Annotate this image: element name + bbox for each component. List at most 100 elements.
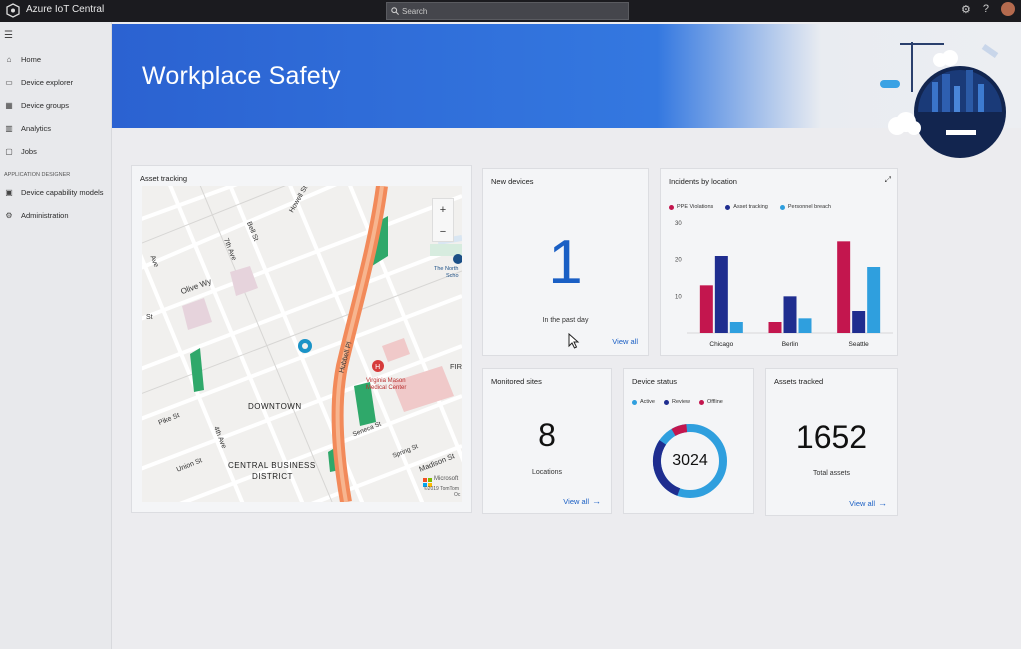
- help-icon[interactable]: ?: [982, 3, 989, 15]
- search-icon: [391, 7, 399, 15]
- bar[interactable]: [714, 256, 728, 333]
- map-label-st: St: [146, 314, 153, 321]
- sidebar-section-label: APPLICATION DESIGNER: [4, 172, 71, 178]
- bar[interactable]: [837, 241, 851, 333]
- incidents-tile: Incidents by location ⤢ PPE Violations A…: [660, 168, 898, 356]
- x-tick-label: Seattle: [849, 341, 870, 348]
- sidebar: ☰ ⌂ Home ▭ Device explorer ▦ Device grou…: [0, 22, 112, 649]
- sidebar-item-device-groups[interactable]: ▦ Device groups: [0, 94, 112, 117]
- new-devices-view-all-link[interactable]: View all: [612, 337, 638, 346]
- legend-item: Active: [632, 399, 655, 405]
- map-label-downtown: DOWNTOWN: [248, 402, 302, 411]
- y-tick-label: 30: [675, 221, 682, 227]
- bar[interactable]: [852, 311, 866, 333]
- sidebar-item-jobs[interactable]: ▢ Jobs: [0, 140, 112, 163]
- legend-item: Offline: [699, 399, 723, 405]
- monitored-sites-value: 8: [538, 417, 556, 453]
- sidebar-item-label: Home: [21, 55, 42, 64]
- avatar[interactable]: [1001, 2, 1015, 16]
- legend-label: Personnel breach: [787, 204, 831, 210]
- search-placeholder: Search: [402, 6, 428, 16]
- assets-tracked-caption: Total assets: [813, 470, 850, 477]
- map-label-cbd-2: DISTRICT: [252, 472, 293, 481]
- bar[interactable]: [783, 296, 797, 333]
- y-tick-label: 10: [675, 294, 682, 300]
- legend-swatch: [669, 204, 674, 210]
- arrow-right-icon: →: [592, 496, 601, 506]
- jobs-icon: ▢: [5, 147, 13, 156]
- map-canvas: H: [142, 186, 462, 502]
- map-copyright: ©2019 TomTom: [424, 486, 459, 492]
- legend-swatch: [725, 204, 731, 210]
- hamburger-menu-icon[interactable]: ☰: [4, 30, 13, 41]
- map-label-scho: Scho: [446, 273, 459, 279]
- legend-item: Review: [663, 399, 691, 405]
- sidebar-item-home[interactable]: ⌂ Home: [0, 48, 112, 71]
- monitored-sites-caption: Locations: [532, 469, 562, 476]
- search-input[interactable]: Search: [386, 2, 629, 20]
- bar[interactable]: [768, 322, 782, 333]
- legend-swatch: [779, 204, 785, 210]
- device-status-tile: Device status Active Review Offline 3024: [623, 368, 754, 514]
- sidebar-item-analytics[interactable]: ▥ Analytics: [0, 117, 112, 140]
- zoom-out-button[interactable]: −: [439, 226, 447, 238]
- assets-tracked-tile: Assets tracked 1652 Total assets View al…: [765, 368, 898, 516]
- arrow-right-icon: →: [878, 498, 887, 508]
- x-tick-label: Chicago: [709, 341, 733, 348]
- map-label-virginia-mason-2: Medical Center: [366, 385, 407, 391]
- legend-item: Asset tracking: [725, 204, 768, 210]
- monitored-sites-tile: Monitored sites 8 Locations View all →: [482, 368, 612, 514]
- top-bar: Azure IoT Central Search ⚙ ?: [0, 0, 1021, 22]
- zoom-in-button[interactable]: +: [439, 204, 447, 216]
- new-devices-caption: In the past day: [542, 317, 589, 324]
- bar[interactable]: [798, 318, 812, 333]
- model-icon: ▣: [5, 188, 13, 197]
- bar[interactable]: [729, 322, 743, 333]
- map-label-microsoft: Microsoft: [434, 476, 459, 482]
- dashboard: Workplace Safety Asset tracking: [112, 22, 1021, 649]
- legend-item: PPE Violations: [669, 204, 713, 210]
- page-title: Workplace Safety: [142, 62, 341, 90]
- group-icon: ▦: [5, 101, 13, 110]
- sidebar-item-label: Device explorer: [21, 78, 74, 87]
- legend-label: Review: [671, 399, 691, 405]
- legend-label: Offline: [707, 399, 723, 405]
- assets-tracked-view-all[interactable]: View all →: [849, 498, 887, 508]
- sidebar-item-device-capability-models[interactable]: ▣ Device capability models: [0, 181, 112, 204]
- assets-tracked-value: 1652: [795, 419, 868, 455]
- monitored-sites-view-all[interactable]: View all →: [563, 496, 601, 506]
- incidents-title: Incidents by location: [669, 177, 737, 186]
- legend-item: Personnel breach: [779, 204, 831, 210]
- bar[interactable]: [867, 267, 881, 333]
- sidebar-item-label: Administration: [21, 211, 69, 220]
- sidebar-item-label: Device groups: [21, 101, 69, 110]
- asset-tracking-title: Asset tracking: [140, 174, 188, 183]
- sidebar-item-label: Device capability models: [21, 188, 104, 197]
- sidebar-item-device-explorer[interactable]: ▭ Device explorer: [0, 71, 112, 94]
- map-label-the-north: The North: [434, 266, 459, 272]
- app-title: Azure IoT Central: [26, 4, 105, 15]
- device-status-title: Device status: [632, 377, 678, 386]
- home-icon: ⌂: [6, 55, 12, 64]
- legend-swatch: [699, 399, 705, 405]
- iot-central-logo-icon: [6, 3, 20, 18]
- device-status-total: 3024: [672, 452, 708, 469]
- monitored-sites-title: Monitored sites: [491, 377, 542, 386]
- svg-text:H: H: [375, 363, 380, 371]
- new-devices-value: 1: [548, 228, 583, 297]
- bar[interactable]: [699, 285, 713, 333]
- map-label-virginia-mason-1: Virginia Mason: [366, 378, 406, 384]
- city-illustration-icon: [880, 42, 1006, 158]
- view-all-link[interactable]: View all: [849, 498, 875, 508]
- map[interactable]: H Olive Wy DOWNTOWN CENTRAL BUSINESS DIS…: [142, 186, 462, 502]
- sidebar-item-administration[interactable]: ⚙ Administration: [0, 204, 112, 227]
- gear-icon[interactable]: ⚙: [961, 3, 971, 16]
- view-all-link[interactable]: View all: [563, 496, 589, 506]
- map-label-cbd-1: CENTRAL BUSINESS: [228, 461, 316, 470]
- incidents-bar-chart: 10 20 30 Chicago Berlin Seattle: [675, 221, 893, 348]
- legend-swatch: [663, 399, 669, 405]
- x-tick-label: Berlin: [782, 341, 799, 348]
- expand-icon[interactable]: ⤢: [884, 175, 891, 184]
- map-zoom-controls: + −: [432, 198, 454, 242]
- chart-icon: ▥: [5, 124, 13, 133]
